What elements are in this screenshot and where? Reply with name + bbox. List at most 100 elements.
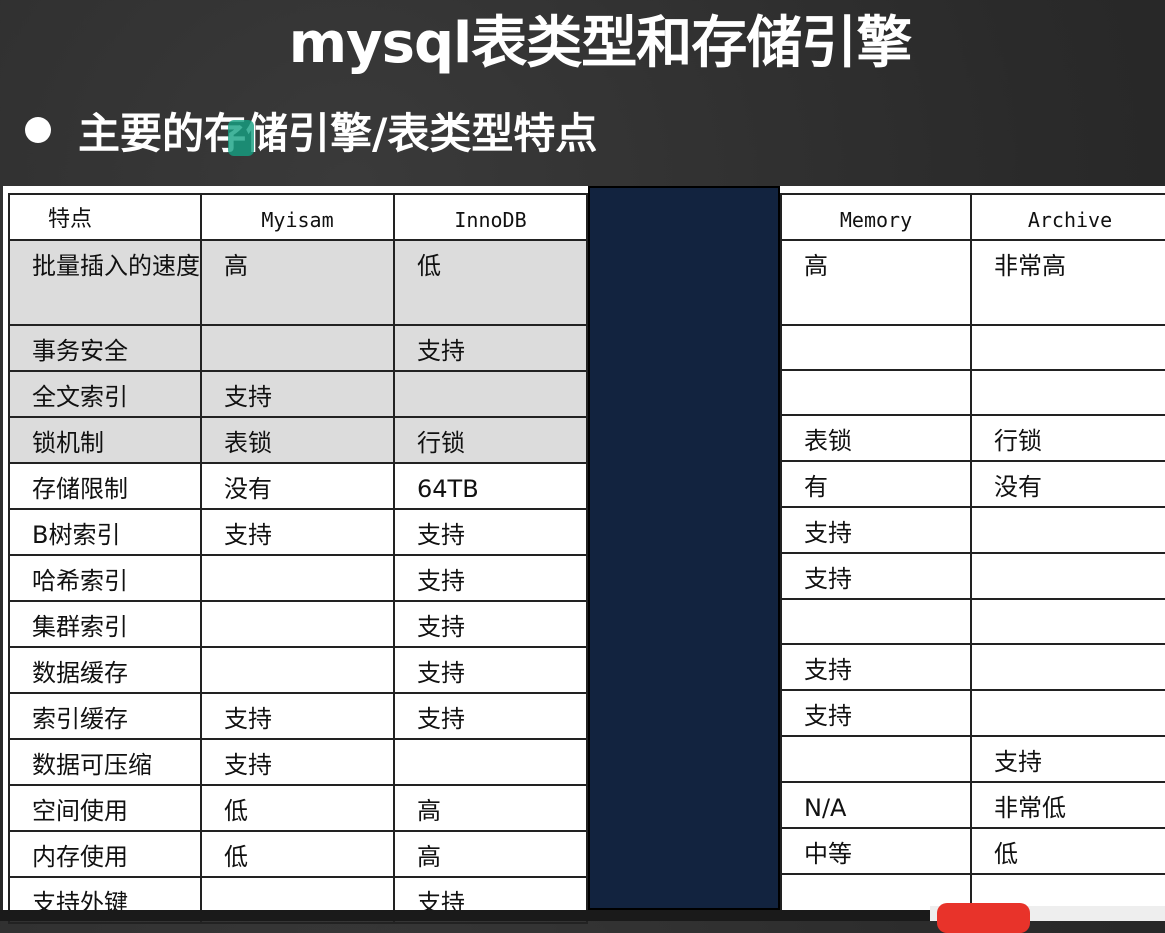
table-cell bbox=[970, 689, 1165, 737]
table-cell bbox=[393, 370, 588, 418]
red-action-button[interactable] bbox=[937, 903, 1030, 933]
table-cell: 低 bbox=[200, 784, 395, 832]
table-cell: 非常高 bbox=[970, 239, 1165, 326]
slide-subtitle: 主要的存储引擎/表类型特点 bbox=[78, 109, 598, 158]
table-row bbox=[780, 369, 1165, 416]
table-row: 空间使用低高 bbox=[8, 784, 588, 832]
table-cell: 支持 bbox=[970, 735, 1165, 783]
table-row: 中等低 bbox=[780, 827, 1165, 875]
table-cell: 支持 bbox=[780, 643, 972, 691]
row-label: 空间使用 bbox=[8, 784, 202, 832]
table-row: N/A 非常低 bbox=[780, 781, 1165, 829]
row-label: 内存使用 bbox=[8, 830, 202, 878]
bottom-strip bbox=[0, 910, 930, 921]
column-header: 特点 bbox=[8, 193, 202, 241]
table-cell bbox=[780, 324, 972, 371]
table-cell: 低 bbox=[970, 827, 1165, 875]
row-label: 数据缓存 bbox=[8, 646, 202, 694]
table-row: 数据可压缩 支持 bbox=[8, 738, 588, 786]
table-row: B树索引 支持 支持 bbox=[8, 508, 588, 556]
table-row bbox=[780, 324, 1165, 371]
table-cell: 支持 bbox=[780, 506, 972, 554]
table-row: 支持 bbox=[780, 506, 1165, 554]
table-cell: 没有 bbox=[200, 462, 395, 510]
table-row: 事务安全 支持 bbox=[8, 324, 588, 372]
table-row bbox=[780, 598, 1165, 645]
table-row: 批量插入的速度高低 bbox=[8, 239, 588, 326]
table-cell: 行锁 bbox=[393, 416, 588, 464]
table-row: 内存使用低高 bbox=[8, 830, 588, 878]
table-cell: 支持 bbox=[200, 508, 395, 556]
table-row: 支持 bbox=[780, 689, 1165, 737]
table-cell: 支持 bbox=[393, 554, 588, 602]
row-label: 锁机制 bbox=[8, 416, 202, 464]
table-row: 索引缓存 支持 支持 bbox=[8, 692, 588, 740]
table-cell: 支持 bbox=[393, 324, 588, 372]
table-cell bbox=[393, 738, 588, 786]
row-label: 数据可压缩 bbox=[8, 738, 202, 786]
slide-title: mysql表类型和存储引擎 bbox=[288, 11, 912, 76]
table-cell: 支持 bbox=[393, 646, 588, 694]
table-cell: 支持 bbox=[780, 689, 972, 737]
table-cell bbox=[780, 735, 972, 783]
table-cell: 表锁 bbox=[780, 414, 972, 462]
table-row: 支持 bbox=[780, 735, 1165, 783]
table-cell: 支持 bbox=[200, 738, 395, 786]
covering-mask bbox=[588, 186, 780, 910]
table-cell: 支持 bbox=[393, 600, 588, 648]
row-label: 索引缓存 bbox=[8, 692, 202, 740]
table-cell: 高 bbox=[780, 239, 972, 326]
table-cell bbox=[970, 324, 1165, 371]
table-cell: 高 bbox=[200, 239, 395, 326]
table-cell: 中等 bbox=[780, 827, 972, 875]
table-cell bbox=[200, 646, 395, 694]
row-label: 批量插入的速度 bbox=[8, 239, 202, 326]
table-cell: 支持 bbox=[393, 692, 588, 740]
bullet-icon bbox=[25, 117, 51, 143]
table-cell: 高 bbox=[393, 830, 588, 878]
table-cell bbox=[780, 598, 972, 645]
table-cell bbox=[970, 369, 1165, 416]
table-row: 全文索引 支持 bbox=[8, 370, 588, 418]
table-row: 有没有 bbox=[780, 460, 1165, 508]
table-cell: 有 bbox=[780, 460, 972, 508]
text-cursor-icon bbox=[228, 120, 254, 156]
row-label: 存储限制 bbox=[8, 462, 202, 510]
row-label: 集群索引 bbox=[8, 600, 202, 648]
table-cell: 低 bbox=[393, 239, 588, 326]
table-row: 集群索引 支持 bbox=[8, 600, 588, 648]
column-header: Archive bbox=[970, 193, 1165, 241]
engine-table-left: 特点 Myisam InnoDB 批量插入的速度高低事务安全 支持 全文索引 支持 锁机制 表锁… bbox=[8, 193, 588, 924]
table-cell bbox=[970, 506, 1165, 554]
table-cell: 支持 bbox=[393, 508, 588, 556]
row-label: 哈希索引 bbox=[8, 554, 202, 602]
table-cell: 表锁 bbox=[200, 416, 395, 464]
header-row: 特点 Myisam InnoDB bbox=[8, 193, 588, 241]
column-header: Memory bbox=[780, 193, 972, 241]
table-row: 数据缓存 支持 bbox=[8, 646, 588, 694]
table-cell bbox=[970, 598, 1165, 645]
table-cell: 64TB bbox=[393, 462, 588, 510]
table-cell: 支持 bbox=[780, 552, 972, 600]
table-cell bbox=[780, 369, 972, 416]
table-row: 哈希索引 支持 bbox=[8, 554, 588, 602]
table-cell bbox=[970, 643, 1165, 691]
table-row: 表锁 行锁 bbox=[780, 414, 1165, 462]
table-row: 支持 bbox=[780, 643, 1165, 691]
row-label: 全文索引 bbox=[8, 370, 202, 418]
engine-table-right: Memory Archive 高非常高 表锁 行锁有没有 支持 支持 支持 支持 支持 N/A 非常低… bbox=[780, 193, 1165, 920]
table-cell bbox=[200, 324, 395, 372]
table-cell: 低 bbox=[200, 830, 395, 878]
table-cell: 支持 bbox=[200, 692, 395, 740]
table-row: 存储限制 没有 64TB bbox=[8, 462, 588, 510]
table-cell: 行锁 bbox=[970, 414, 1165, 462]
table-cell: 没有 bbox=[970, 460, 1165, 508]
table-cell: 非常低 bbox=[970, 781, 1165, 829]
row-label: B树索引 bbox=[8, 508, 202, 556]
table-cell: 高 bbox=[393, 784, 588, 832]
header-row: Memory Archive bbox=[780, 193, 1165, 241]
column-header: InnoDB bbox=[393, 193, 588, 241]
table-row: 支持 bbox=[780, 552, 1165, 600]
column-header: Myisam bbox=[200, 193, 395, 241]
table-row: 高非常高 bbox=[780, 239, 1165, 326]
